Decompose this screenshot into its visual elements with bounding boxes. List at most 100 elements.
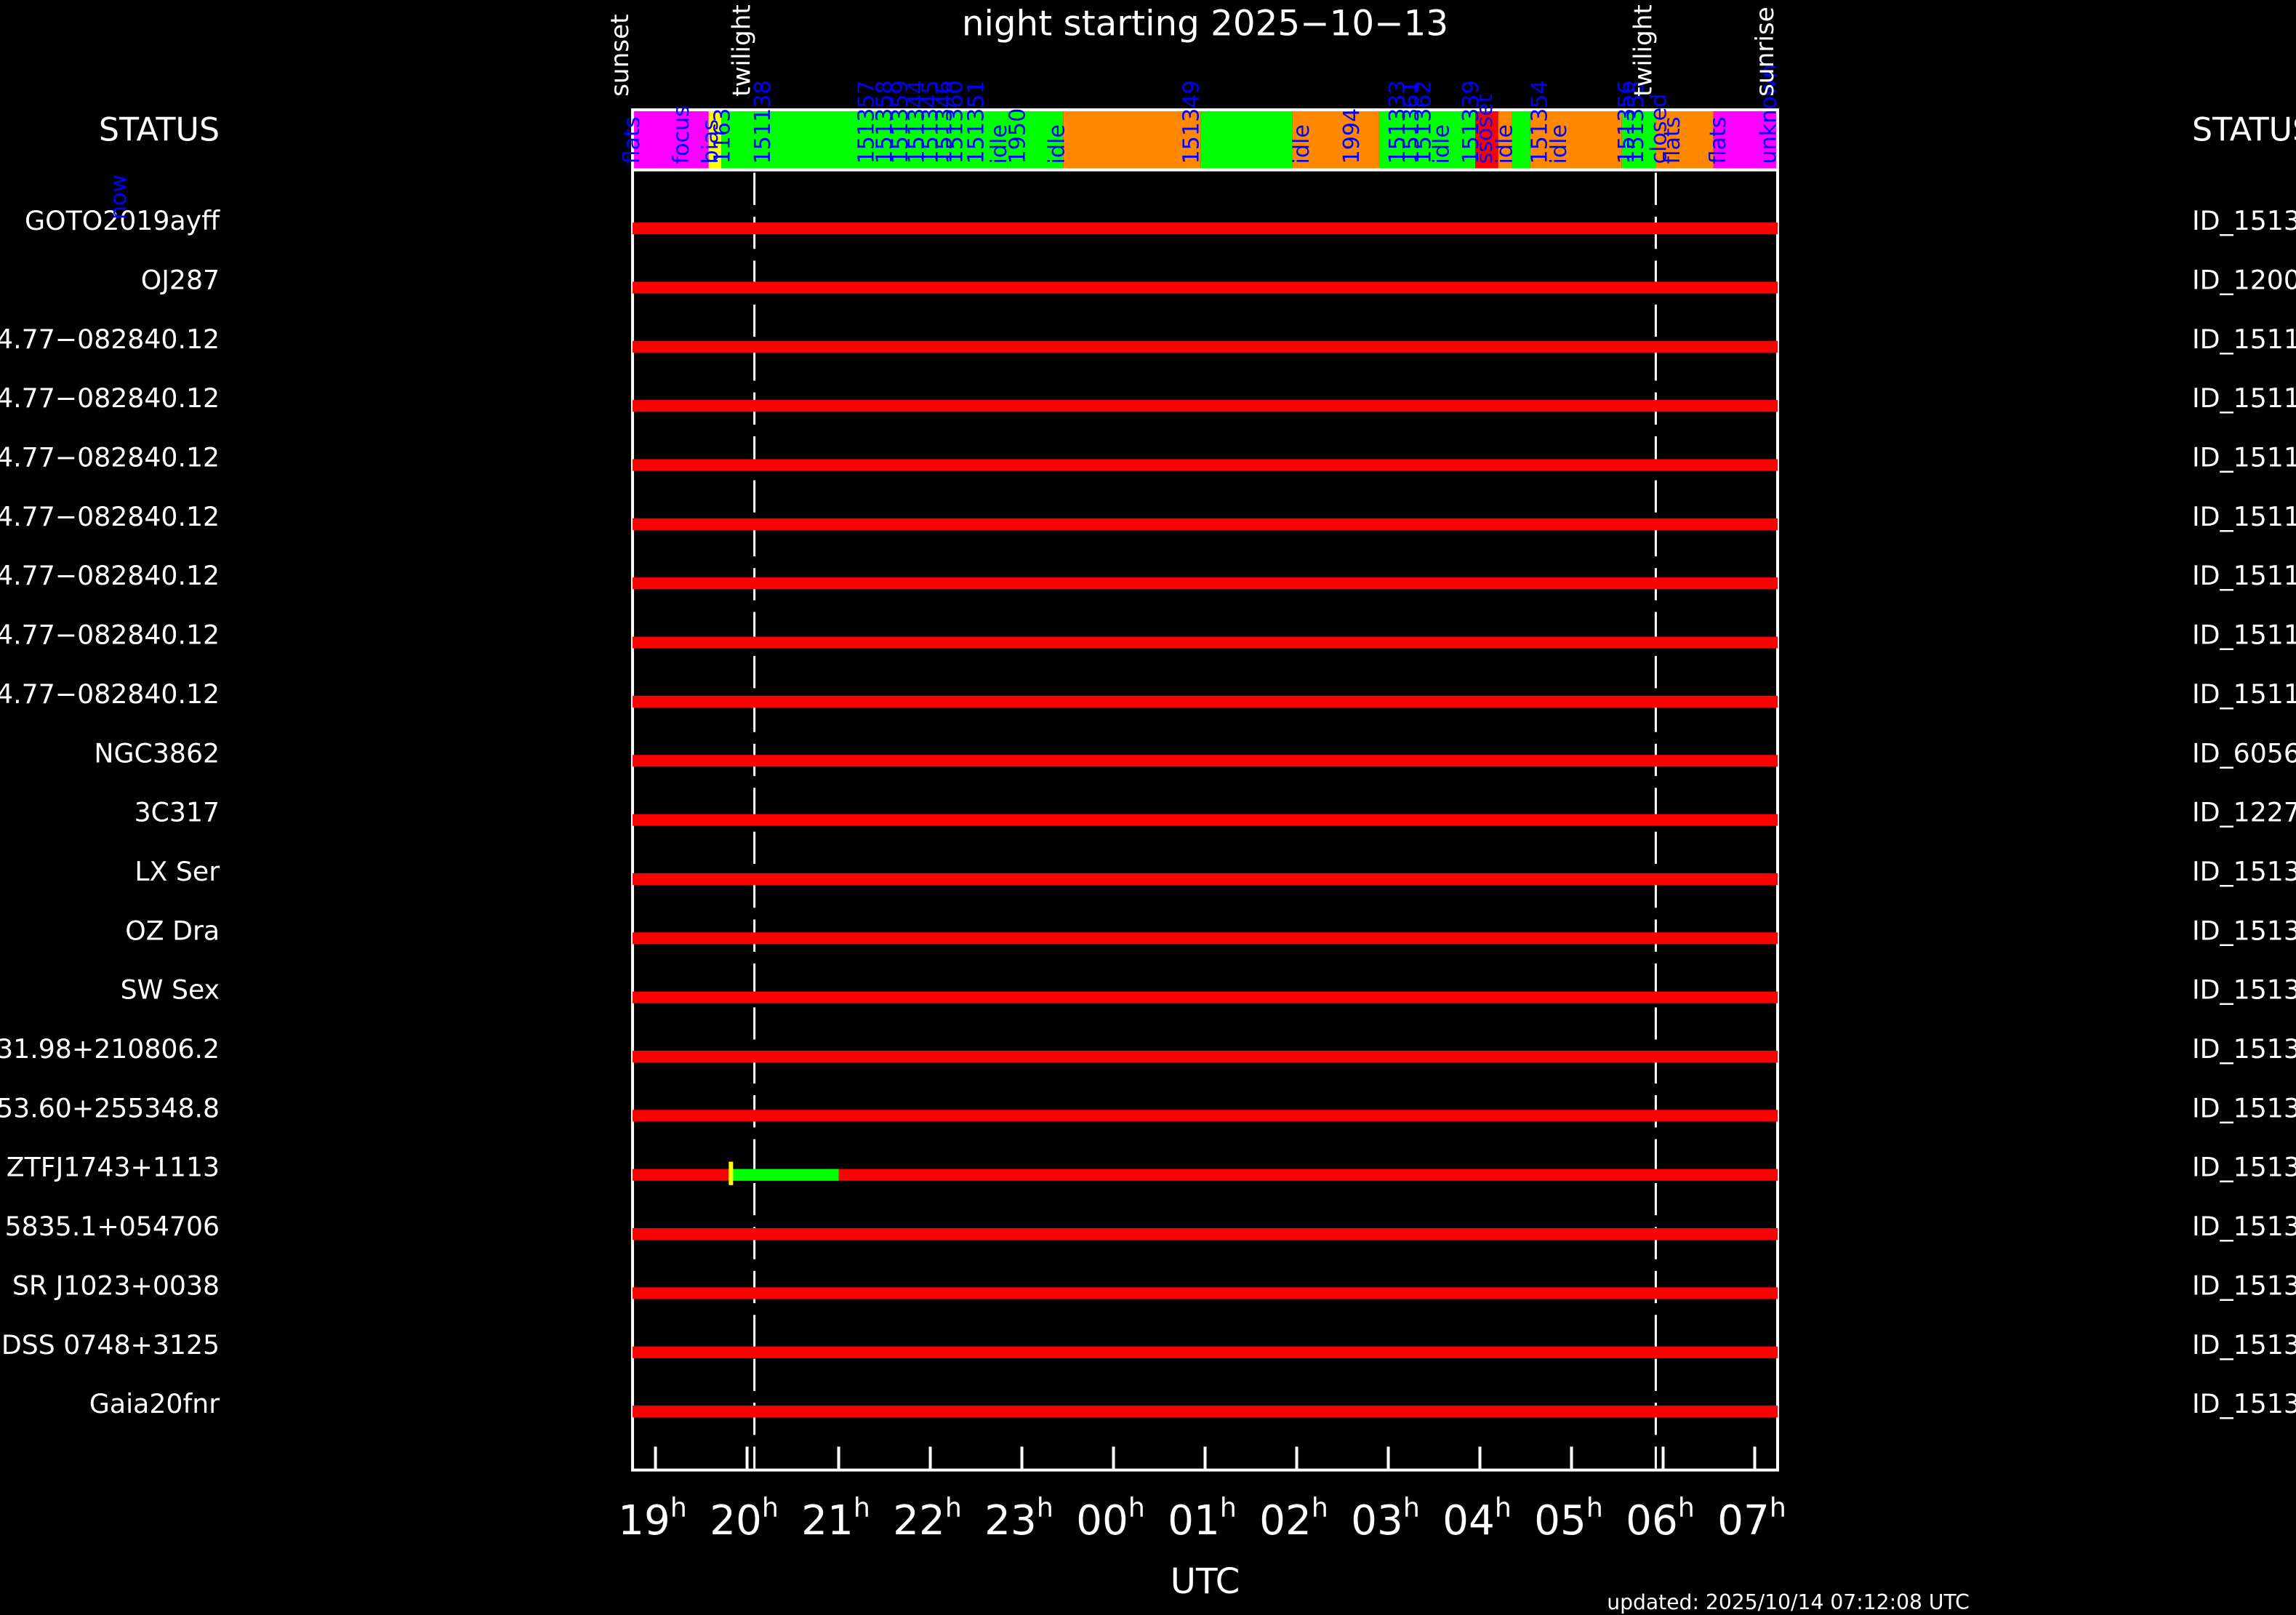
- target-id-2: ID_1511: [2192, 324, 2296, 355]
- target-name-5: 4.77−082840.12: [0, 501, 220, 532]
- target-visibility-bar-14: [633, 1050, 1778, 1063]
- status-bar: [631, 108, 1780, 172]
- status-segment-0: [633, 110, 692, 170]
- tick-hour: 22: [893, 1497, 945, 1544]
- target-id-1: ID_1200: [2192, 264, 2296, 295]
- target-name-18: SR J1023+0038: [12, 1270, 220, 1301]
- tick-hour: 19: [618, 1497, 670, 1544]
- status-bar-label-17: idle: [1289, 124, 1314, 164]
- status-bar-label-2: bias: [698, 119, 723, 164]
- target-name-19: DSS 0748+3125: [1, 1329, 220, 1360]
- status-bar-label-15: idle: [1044, 124, 1069, 164]
- status-bar-label-13: idle: [987, 124, 1012, 164]
- status-bar-label-8: 151344: [904, 80, 930, 164]
- target-visibility-bar-11: [633, 873, 1778, 886]
- status-segment-2: [708, 110, 722, 170]
- tick-hour: 05: [1534, 1497, 1586, 1544]
- status-segment-5: [754, 110, 1008, 170]
- tick-label-01: 01h: [1168, 1492, 1237, 1544]
- tick-hour: 02: [1259, 1497, 1312, 1544]
- status-bar-label-18: 1994: [1339, 108, 1365, 164]
- target-id-9: ID_6056: [2192, 737, 2296, 769]
- status-bar-label-14: 1950: [1005, 108, 1030, 164]
- target-visibility-bar-9: [633, 755, 1778, 767]
- status-bar-label-0: flats: [619, 116, 645, 164]
- tick-h-suffix: h: [1586, 1492, 1603, 1523]
- target-visibility-bar-17: [633, 1228, 1778, 1241]
- target-visibility-bar-6: [633, 577, 1778, 590]
- status-bar-label-20: 151361: [1399, 80, 1424, 164]
- tick-label-21: 21h: [801, 1492, 870, 1544]
- status-bar-label-10: 151346: [932, 80, 958, 164]
- tick-label-06: 06h: [1626, 1492, 1695, 1544]
- target-id-14: ID_1513: [2192, 1033, 2296, 1065]
- tick-label-04: 04h: [1442, 1492, 1512, 1544]
- tick-label-22: 22h: [893, 1492, 962, 1544]
- tick-h-suffix: h: [670, 1492, 687, 1523]
- target-name-11: LX Ser: [135, 856, 220, 887]
- target-visibility-bar-16: [633, 1169, 1778, 1181]
- target-id-3: ID_1511: [2192, 382, 2296, 414]
- tick-hour: 04: [1442, 1497, 1495, 1544]
- status-segment-11: [1475, 110, 1498, 170]
- tick-h-suffix: h: [762, 1492, 779, 1523]
- target-name-3: 4.77−082840.12: [0, 382, 220, 414]
- status-bar-label-5: 151357: [854, 80, 879, 164]
- target-name-9: NGC3862: [94, 737, 220, 769]
- event-labels: sunset twilight twilight sunrise: [606, 4, 1780, 97]
- status-segment-12: [1498, 110, 1512, 170]
- status-segment-8: [1200, 110, 1293, 170]
- target-id-19: ID_1513: [2192, 1329, 2296, 1360]
- event-label-sunrise-3: sunrise: [1751, 7, 1780, 97]
- status-bar-label-32: flats: [1706, 116, 1731, 164]
- target-id-15: ID_1513: [2192, 1092, 2296, 1123]
- tick-label-19: 19h: [618, 1492, 687, 1544]
- target-rows: GOTO2019ayff ID_1513 OJ287 ID_1200 4.77−0828…: [0, 205, 2296, 1419]
- tick-hour: 00: [1076, 1497, 1128, 1544]
- target-id-10: ID_1227: [2192, 797, 2296, 828]
- target-visibility-bar-12: [633, 932, 1778, 945]
- tick-h-suffix: h: [1678, 1492, 1695, 1523]
- x-axis-label: UTC: [1171, 1561, 1240, 1602]
- target-observed-bar-16: [728, 1169, 839, 1181]
- status-segment-7: [1063, 110, 1201, 170]
- tick-hour: 03: [1351, 1497, 1403, 1544]
- tick-label-03: 03h: [1351, 1492, 1420, 1544]
- target-name-14: 31.98+210806.2: [0, 1033, 220, 1065]
- target-id-13: ID_1513: [2192, 974, 2296, 1006]
- target-id-12: ID_1513: [2192, 915, 2296, 946]
- tick-label-02: 02h: [1259, 1492, 1328, 1544]
- status-right-label: STATUS: [2192, 111, 2296, 148]
- target-visibility-bar-5: [633, 518, 1778, 530]
- status-bar-label-19: 151333: [1385, 80, 1410, 164]
- status-bar-label-12: 151351: [964, 80, 990, 164]
- status-bar-label-6: 151358: [872, 80, 898, 164]
- tick-label-05: 05h: [1534, 1492, 1603, 1544]
- target-id-16: ID_1513: [2192, 1152, 2296, 1183]
- tick-hour: 01: [1168, 1497, 1220, 1544]
- target-name-8: 4.77−082840.12: [0, 678, 220, 710]
- status-bar-label-33: unknown: [1756, 64, 1781, 164]
- target-id-6: ID_1511: [2192, 560, 2296, 591]
- tick-h-suffix: h: [1312, 1492, 1328, 1523]
- target-name-12: OZ Dra: [125, 915, 220, 946]
- target-id-7: ID_1511: [2192, 620, 2296, 651]
- status-bar-label-4: 151138: [750, 80, 776, 164]
- status-segment-9: [1292, 110, 1379, 170]
- status-bar-label-29: 151355: [1623, 80, 1649, 164]
- tick-h-suffix: h: [1128, 1492, 1145, 1523]
- tick-label-20: 20h: [710, 1492, 779, 1544]
- status-bar-label-16: 151349: [1179, 80, 1205, 164]
- target-name-7: 4.77−082840.12: [0, 620, 220, 651]
- status-left-label: STATUS: [99, 111, 220, 148]
- tick-label-23: 23h: [984, 1492, 1053, 1544]
- status-segment-6: [1008, 110, 1064, 170]
- event-lines: [753, 172, 1657, 1469]
- target-id-17: ID_1513: [2192, 1211, 2296, 1242]
- target-name-2: 4.77−082840.12: [0, 324, 220, 355]
- tick-label-07: 07h: [1717, 1492, 1786, 1544]
- event-label-twilight-1: twilight: [728, 4, 757, 97]
- target-name-1: OJ287: [141, 264, 220, 295]
- tick-hour: 07: [1717, 1497, 1770, 1544]
